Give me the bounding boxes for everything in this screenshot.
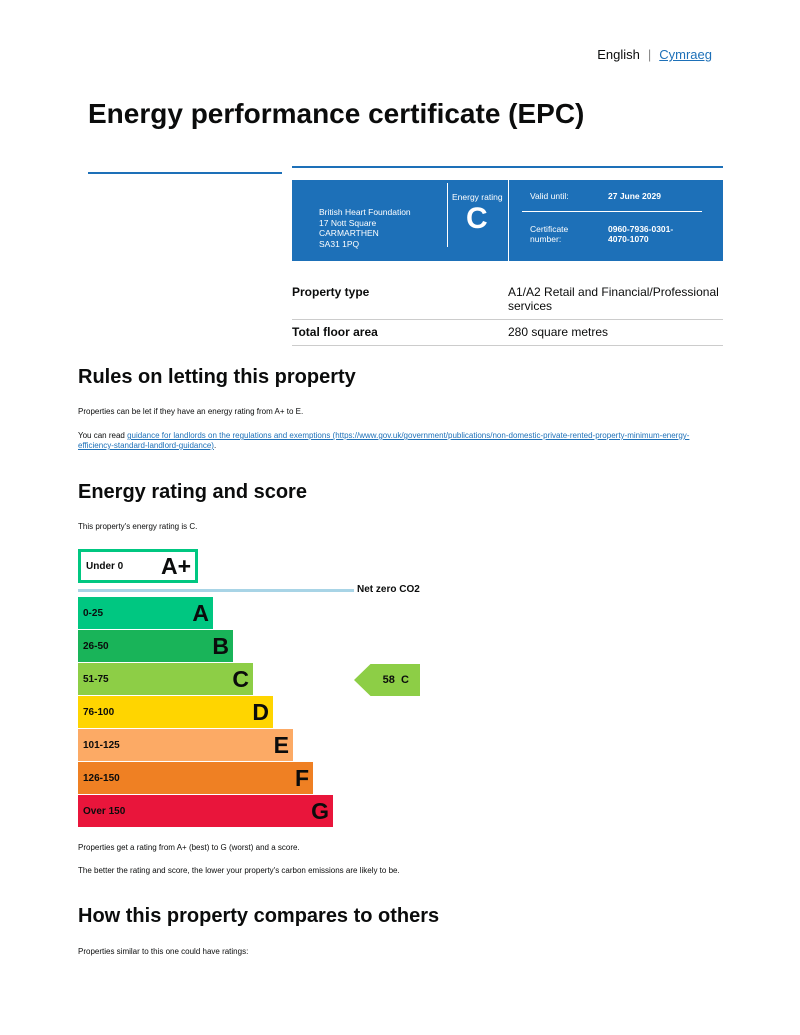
band-range: 101-125 (83, 739, 120, 751)
band-range: 76-100 (83, 706, 115, 718)
rating-band-g: Over 150 G (78, 795, 333, 827)
band-letter: E (273, 731, 289, 758)
guidance-link[interactable]: guidance for landlords on the regulation… (78, 431, 690, 450)
rating-note: The better the rating and score, the low… (78, 866, 400, 875)
band-letter: C (232, 665, 249, 692)
lang-english: English (597, 47, 640, 62)
rules-heading: Rules on letting this property (78, 366, 356, 388)
page-title: Energy performance certificate (EPC) (88, 98, 585, 129)
rating-band-a: 0-25 A (78, 597, 213, 629)
band-range: 26-50 (83, 640, 109, 652)
rating-band-b: 26-50 B (78, 630, 233, 662)
rating-band-c: 51-75 C (78, 663, 253, 695)
net-zero-label: Net zero CO2 (357, 584, 420, 595)
table-row: Total floor area 280 square metres (292, 319, 723, 346)
compare-heading: How this property compares to others (78, 905, 440, 927)
lang-welsh-link[interactable]: Cymraeg (659, 47, 712, 62)
band-letter: D (252, 698, 269, 725)
divider (88, 172, 282, 174)
rating-heading: Energy rating and score (78, 481, 307, 503)
rules-text: Properties can be let if they have an en… (78, 407, 304, 416)
band-range: 51-75 (83, 673, 109, 685)
score-arrow: 58 C (354, 664, 420, 696)
address: British Heart Foundation 17 Nott Square CA… (319, 207, 411, 249)
compare-intro: Properties similar to this one could hav… (78, 947, 249, 956)
band-letter: F (294, 764, 309, 791)
divider (292, 166, 723, 168)
rating-intro: This property's energy rating is C. (78, 522, 198, 531)
certificate-number-value: 0960-7936-0301-4070-1070 (608, 224, 674, 244)
band-range: Over 150 (83, 805, 126, 817)
table-row: Property type A1/A2 Retail and Financial/… (292, 280, 723, 320)
net-zero-line (78, 589, 354, 592)
rating-band-f: 126-150 F (78, 762, 313, 794)
rating-band-d: 76-100 D (78, 696, 273, 728)
valid-until-label: Valid until: (530, 191, 569, 201)
band-range: Under 0 (86, 560, 124, 572)
certificate-summary: British Heart Foundation 17 Nott Square CA… (292, 180, 723, 261)
language-switcher: English | Cymraeg (597, 47, 712, 62)
rating-band-e: 101-125 E (78, 729, 293, 761)
band-range: 126-150 (83, 772, 120, 784)
band-letter: G (311, 797, 329, 824)
energy-rating-value: C (466, 202, 488, 235)
rating-band-a-plus: Under 0 A+ (78, 549, 198, 583)
valid-until-value: 27 June 2029 (608, 191, 661, 201)
property-details: Property type A1/A2 Retail and Financial/… (292, 280, 723, 346)
certificate-number-label: Certificate number: (530, 224, 569, 244)
rating-note: Properties get a rating from A+ (best) t… (78, 843, 300, 852)
band-range: 0-25 (83, 607, 104, 619)
rules-guidance: You can read guidance for landlords on t… (78, 431, 690, 450)
band-letter: A+ (160, 552, 191, 579)
energy-rating-label: Energy rating (452, 192, 503, 202)
band-letter: B (212, 632, 229, 659)
band-letter: A (192, 599, 209, 626)
